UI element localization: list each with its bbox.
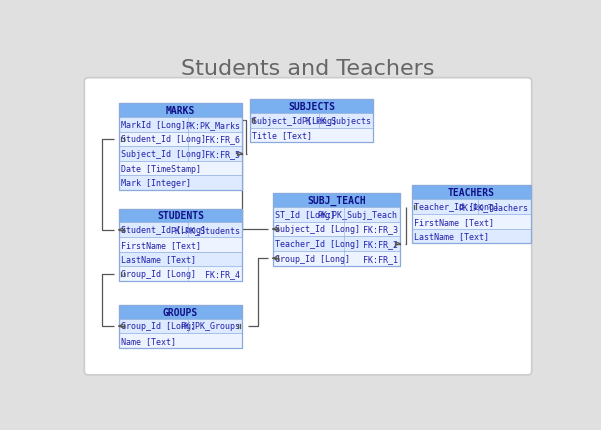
FancyBboxPatch shape: [119, 161, 242, 176]
Text: ST_Id [Long]: ST_Id [Long]: [275, 210, 335, 219]
Text: Group_Id [Long]: Group_Id [Long]: [121, 270, 197, 279]
Text: FK:FR_3: FK:FR_3: [363, 225, 398, 234]
Text: Date [TimeStamp]: Date [TimeStamp]: [121, 164, 201, 173]
Text: Mark [Integer]: Mark [Integer]: [121, 179, 191, 188]
Text: FK:FR_6: FK:FR_6: [205, 135, 240, 144]
Text: FK:FR_2: FK:FR_2: [363, 240, 398, 249]
FancyBboxPatch shape: [250, 129, 373, 143]
Text: PK:PK_Students: PK:PK_Students: [170, 226, 240, 235]
Text: PK:PK_Subj_Teach: PK:PK_Subj_Teach: [318, 210, 398, 219]
FancyBboxPatch shape: [273, 252, 400, 266]
FancyBboxPatch shape: [119, 319, 242, 334]
FancyBboxPatch shape: [119, 132, 242, 147]
FancyBboxPatch shape: [273, 222, 400, 237]
FancyBboxPatch shape: [119, 147, 242, 161]
Text: TEACHERS: TEACHERS: [448, 188, 495, 198]
Text: FirstName [Text]: FirstName [Text]: [121, 240, 201, 249]
Text: Students and Teachers: Students and Teachers: [182, 58, 435, 79]
Text: PK:PK_Teachers: PK:PK_Teachers: [459, 203, 529, 212]
Text: MARKS: MARKS: [166, 106, 195, 116]
Text: Student_Id [Long]: Student_Id [Long]: [121, 135, 206, 144]
Text: LastName [Text]: LastName [Text]: [414, 232, 489, 241]
Text: Teacher_Id [Long]: Teacher_Id [Long]: [414, 203, 499, 212]
FancyBboxPatch shape: [412, 229, 531, 244]
FancyBboxPatch shape: [273, 194, 400, 208]
FancyBboxPatch shape: [119, 176, 242, 190]
FancyBboxPatch shape: [250, 100, 373, 114]
FancyBboxPatch shape: [119, 305, 242, 319]
FancyBboxPatch shape: [412, 200, 531, 215]
Text: Group_Id [Long]: Group_Id [Long]: [275, 254, 350, 263]
FancyBboxPatch shape: [119, 104, 242, 118]
Text: FK:FR_4: FK:FR_4: [205, 270, 240, 279]
Text: PK:PK_Marks: PK:PK_Marks: [185, 120, 240, 129]
Text: FirstName [Text]: FirstName [Text]: [414, 217, 494, 226]
Text: Subject_Id [Long]: Subject_Id [Long]: [275, 225, 360, 234]
Text: LastName [Text]: LastName [Text]: [121, 255, 197, 264]
Text: Subject_Id [Long]: Subject_Id [Long]: [121, 150, 206, 159]
FancyBboxPatch shape: [119, 223, 242, 237]
Text: Name [Text]: Name [Text]: [121, 336, 176, 345]
Text: Student_Id [Long]: Student_Id [Long]: [121, 226, 206, 235]
FancyBboxPatch shape: [273, 237, 400, 252]
Text: Teacher_Id [Long]: Teacher_Id [Long]: [275, 240, 360, 249]
FancyBboxPatch shape: [119, 237, 242, 252]
Text: Title [Text]: Title [Text]: [252, 131, 312, 140]
FancyBboxPatch shape: [84, 79, 532, 375]
Text: MarkId [Long]: MarkId [Long]: [121, 120, 186, 129]
FancyBboxPatch shape: [119, 209, 242, 223]
Text: Group_Id [Long]: Group_Id [Long]: [121, 322, 197, 331]
Text: STUDENTS: STUDENTS: [157, 211, 204, 221]
FancyBboxPatch shape: [119, 267, 242, 281]
FancyBboxPatch shape: [412, 215, 531, 229]
Text: GROUPS: GROUPS: [163, 307, 198, 317]
Text: PK:PK_Subjects: PK:PK_Subjects: [300, 117, 371, 126]
Text: SUBJ_TEACH: SUBJ_TEACH: [307, 196, 366, 206]
Text: Subject_Id [Long]: Subject_Id [Long]: [252, 117, 337, 126]
Text: SUBJECTS: SUBJECTS: [288, 102, 335, 112]
FancyBboxPatch shape: [119, 252, 242, 267]
Text: PK:PK_Groups: PK:PK_Groups: [180, 322, 240, 331]
FancyBboxPatch shape: [119, 118, 242, 132]
Text: FK:FR_5: FK:FR_5: [205, 150, 240, 159]
FancyBboxPatch shape: [119, 334, 242, 348]
FancyBboxPatch shape: [273, 208, 400, 222]
FancyBboxPatch shape: [250, 114, 373, 129]
Text: FK:FR_1: FK:FR_1: [363, 254, 398, 263]
FancyBboxPatch shape: [412, 186, 531, 200]
